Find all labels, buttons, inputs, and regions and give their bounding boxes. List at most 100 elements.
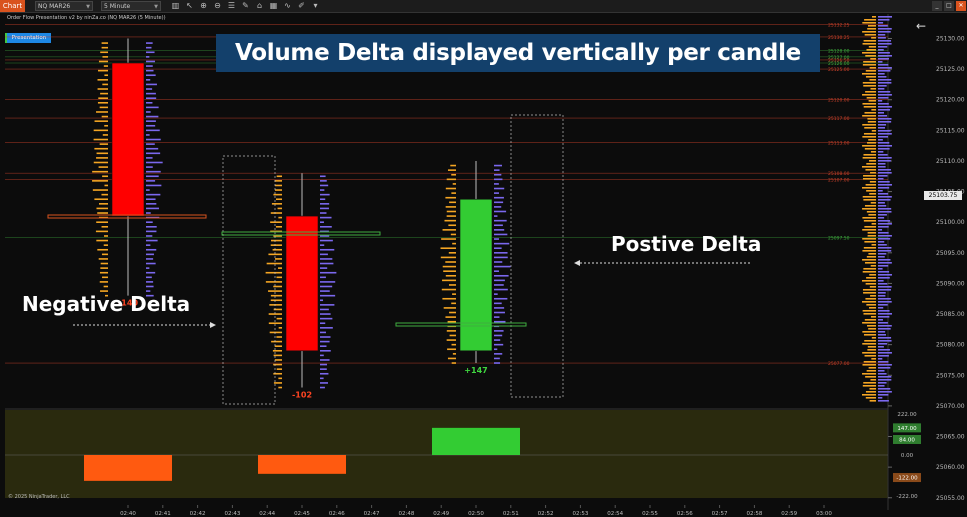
templates-icon[interactable]: ⌂ [256, 1, 263, 10]
indicators-icon[interactable]: ▦ [269, 1, 278, 10]
chart-title: Order Flow Presentation v2 by ninZa.co (… [7, 15, 166, 21]
time-axis-label: 02:55 [642, 511, 658, 517]
buy-volume-bar [146, 239, 158, 242]
profile-buy-bar [878, 322, 888, 324]
time-axis-label: 02:53 [572, 511, 588, 517]
chart-tab[interactable]: Chart [0, 0, 25, 12]
presentation-badge[interactable]: Presentation [7, 33, 51, 43]
profile-sell-bar [862, 64, 876, 66]
sell-volume-bar [446, 330, 456, 332]
buy-volume-bar [146, 189, 150, 191]
histogram-axis-label: 222.00 [897, 412, 917, 418]
sell-volume-bar [97, 88, 108, 90]
sell-volume-bar [452, 353, 456, 355]
instrument-selector[interactable]: NQ MAR26 ▼ [35, 1, 93, 11]
zoom-out-icon[interactable]: ⊖ [214, 1, 221, 10]
back-arrow-icon[interactable]: ← [915, 19, 927, 33]
profile-sell-bar [866, 256, 876, 258]
buy-volume-bar [494, 339, 501, 341]
sell-volume-bar [96, 157, 108, 159]
edit-properties-icon[interactable]: ☰ [227, 1, 236, 10]
profile-sell-bar [867, 232, 876, 234]
time-axis-label: 02:51 [503, 511, 519, 517]
profile-buy-bar [878, 61, 883, 63]
buy-volume-bar [320, 345, 327, 347]
sell-volume-bar [104, 235, 108, 237]
sell-volume-bar [99, 203, 108, 205]
profile-sell-bar [871, 37, 876, 39]
profile-buy-bar [878, 226, 889, 228]
draw-icon[interactable]: ✐ [298, 1, 305, 10]
profile-sell-bar [862, 73, 876, 75]
more-icon[interactable]: ▾ [313, 1, 318, 10]
sell-volume-bar [271, 239, 282, 242]
buy-volume-bar [146, 138, 161, 141]
negative-delta-label: Negative Delta [22, 292, 191, 316]
interval-selector[interactable]: 5 Minute ▼ [101, 1, 161, 11]
buy-volume-bar [320, 336, 331, 338]
sell-volume-bar [274, 189, 282, 191]
profile-sell-bar [869, 286, 876, 288]
buy-volume-bar [146, 101, 153, 104]
profile-buy-bar [878, 292, 886, 294]
minimize-button[interactable]: _ [932, 1, 942, 11]
strategies-icon[interactable]: ✎ [242, 1, 249, 10]
price-level-label: 25113.00 [828, 141, 850, 147]
buy-volume-bar [146, 198, 156, 201]
analysis-icon[interactable]: ∿ [284, 1, 291, 10]
positive-delta-label: Postive Delta [611, 232, 762, 256]
profile-sell-bar [863, 292, 876, 294]
profile-sell-bar [870, 295, 876, 297]
profile-sell-bar [868, 46, 876, 48]
maximize-button[interactable]: □ [944, 1, 954, 11]
sell-volume-bar [270, 244, 282, 246]
profile-sell-bar [864, 226, 876, 228]
candle-1: -140 [92, 38, 163, 308]
buy-volume-bar [146, 147, 159, 150]
close-button[interactable]: ✕ [956, 1, 966, 11]
profile-buy-bar [878, 349, 890, 351]
buy-volume-bar [494, 297, 508, 300]
price-axis-label: 25065.00 [936, 434, 965, 441]
profile-buy-bar [878, 154, 888, 156]
buy-volume-bar [320, 244, 325, 246]
profile-sell-bar [862, 322, 876, 324]
sell-volume-bar [452, 183, 456, 185]
sell-volume-bar [276, 175, 282, 178]
sell-volume-bar [449, 201, 456, 204]
buy-volume-bar [320, 175, 326, 178]
profile-buy-bar [878, 214, 887, 216]
profile-buy-bar [878, 184, 892, 186]
profile-buy-bar [878, 343, 888, 345]
time-axis-label: 02:49 [433, 511, 449, 517]
profile-buy-bar [878, 325, 892, 327]
bar-chart-icon[interactable]: ▥ [171, 1, 180, 10]
buy-volume-bar [494, 224, 503, 227]
buy-volume-bar [494, 206, 502, 208]
time-axis-label: 02:57 [712, 511, 728, 517]
profile-buy-bar [878, 112, 885, 114]
profile-buy-bar [878, 256, 885, 258]
profile-buy-bar [878, 313, 892, 315]
sell-volume-bar [93, 129, 108, 132]
buy-volume-bar [494, 265, 511, 268]
profile-buy-bar [878, 274, 892, 276]
sell-volume-bar [450, 164, 456, 167]
histogram-axis-label: 147.00 [897, 426, 917, 432]
buy-volume-bar [494, 261, 503, 263]
buy-volume-bar [320, 359, 330, 361]
time-axis-label: 02:52 [538, 511, 554, 517]
profile-buy-bar [878, 352, 892, 354]
pointer-icon[interactable]: ↖ [186, 1, 193, 10]
profile-buy-bar [878, 373, 887, 375]
buy-volume-bar [320, 258, 333, 260]
price-axis-label: 25060.00 [936, 464, 965, 471]
profile-buy-bar [878, 379, 892, 381]
profile-buy-bar [878, 109, 891, 111]
sell-volume-bar [450, 233, 456, 236]
profile-buy-bar [878, 244, 887, 246]
zoom-in-icon[interactable]: ⊕ [200, 1, 207, 10]
sell-volume-bar [271, 340, 282, 343]
sell-volume-bar [105, 294, 108, 297]
